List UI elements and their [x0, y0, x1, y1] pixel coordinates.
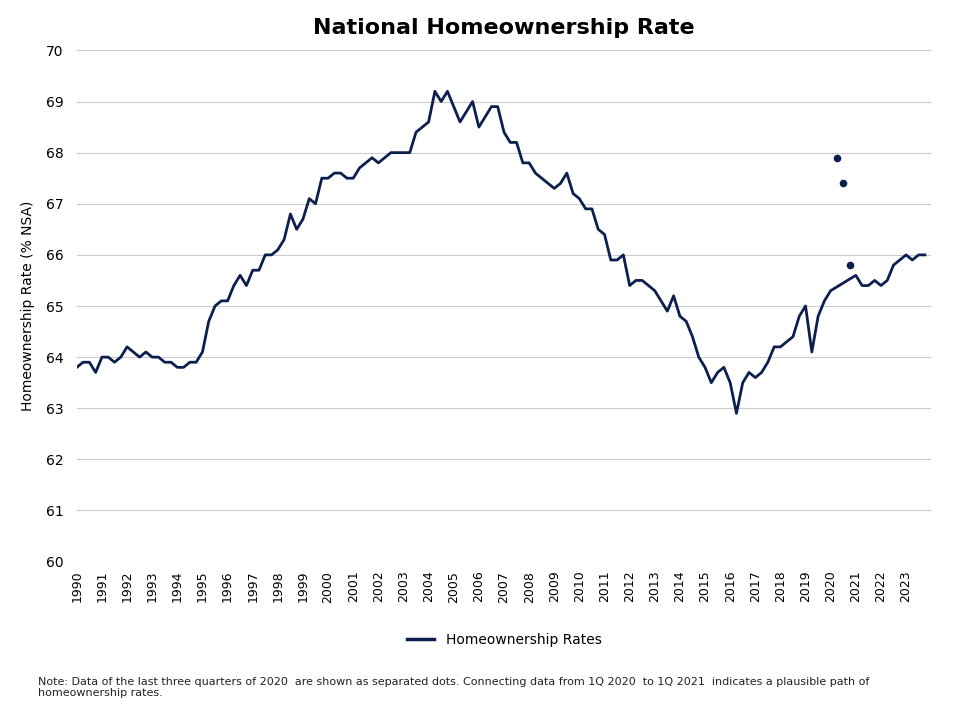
Text: Note: Data of the last three quarters of 2020  are shown as separated dots. Conn: Note: Data of the last three quarters of…	[38, 677, 870, 698]
Point	[835, 178, 851, 189]
Y-axis label: Homeownership Rate (% NSA): Homeownership Rate (% NSA)	[21, 201, 35, 411]
Title: National Homeownership Rate: National Homeownership Rate	[313, 18, 695, 37]
Point	[829, 152, 845, 163]
Point	[842, 259, 857, 271]
Legend: Homeownership Rates: Homeownership Rates	[407, 633, 601, 647]
